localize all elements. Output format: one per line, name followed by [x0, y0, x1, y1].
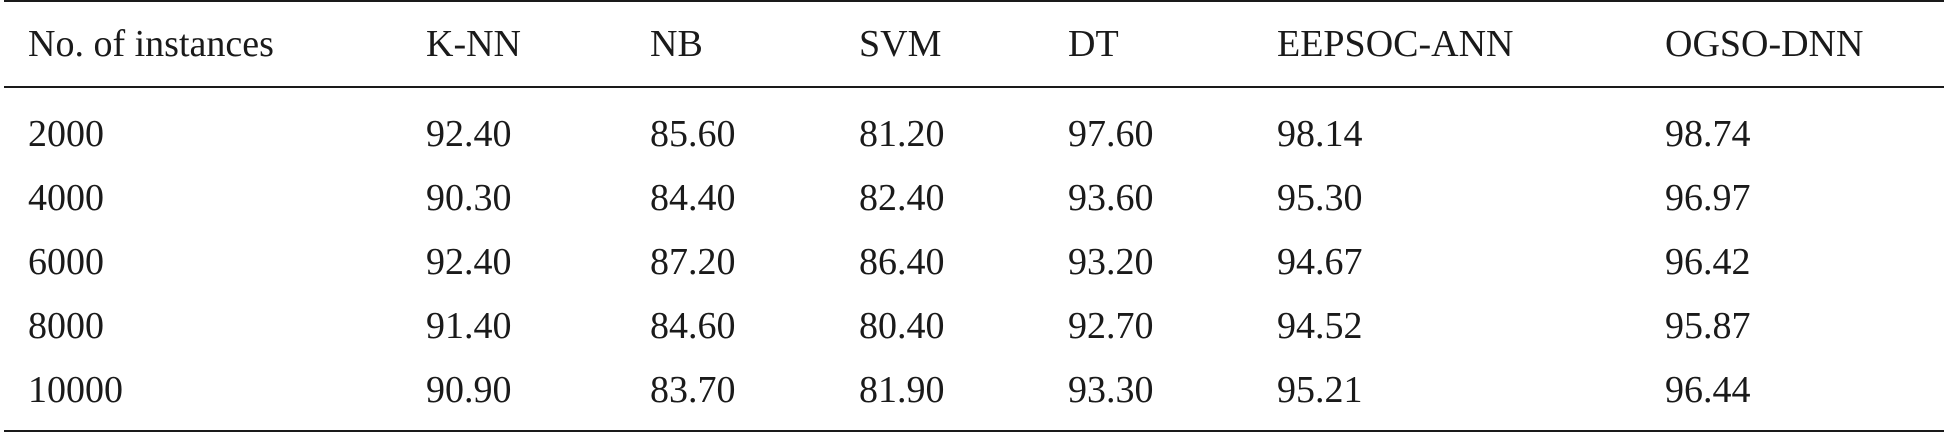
results-table-container: No. of instances K-NN NB SVM DT EEPSOC-A… [4, 0, 1944, 432]
cell-instances: 8000 [28, 305, 104, 347]
table-body: 2000 92.40 85.60 81.20 97.60 98.14 98.74… [4, 87, 1944, 431]
cell-ogso-dnn: 96.42 [1665, 241, 1751, 283]
header-knn: K-NN [426, 23, 521, 65]
cell-eepsoc-ann: 95.21 [1277, 369, 1363, 411]
table-row: 10000 90.90 83.70 81.90 93.30 95.21 96.4… [4, 358, 1944, 431]
header-dt: DT [1068, 23, 1119, 65]
cell-nb: 84.40 [650, 177, 736, 219]
header-eepsoc-ann: EEPSOC-ANN [1277, 23, 1514, 65]
cell-knn: 90.90 [426, 369, 512, 411]
table-header: No. of instances K-NN NB SVM DT EEPSOC-A… [4, 1, 1944, 87]
cell-eepsoc-ann: 94.67 [1277, 241, 1363, 283]
cell-nb: 87.20 [650, 241, 736, 283]
cell-svm: 80.40 [859, 305, 945, 347]
cell-knn: 90.30 [426, 177, 512, 219]
header-instances: No. of instances [28, 23, 274, 65]
cell-svm: 81.20 [859, 113, 945, 155]
cell-dt: 92.70 [1068, 305, 1154, 347]
cell-nb: 83.70 [650, 369, 736, 411]
cell-knn: 91.40 [426, 305, 512, 347]
cell-knn: 92.40 [426, 113, 512, 155]
cell-instances: 10000 [28, 369, 123, 411]
cell-instances: 2000 [28, 113, 104, 155]
results-table: No. of instances K-NN NB SVM DT EEPSOC-A… [4, 0, 1944, 432]
cell-dt: 97.60 [1068, 113, 1154, 155]
header-row: No. of instances K-NN NB SVM DT EEPSOC-A… [4, 1, 1944, 87]
cell-ogso-dnn: 95.87 [1665, 305, 1751, 347]
cell-ogso-dnn: 96.44 [1665, 369, 1751, 411]
cell-svm: 82.40 [859, 177, 945, 219]
cell-ogso-dnn: 96.97 [1665, 177, 1751, 219]
cell-instances: 6000 [28, 241, 104, 283]
header-svm: SVM [859, 23, 942, 65]
cell-eepsoc-ann: 98.14 [1277, 113, 1363, 155]
cell-dt: 93.20 [1068, 241, 1154, 283]
table-row: 2000 92.40 85.60 81.20 97.60 98.14 98.74 [4, 87, 1944, 166]
table-row: 8000 91.40 84.60 80.40 92.70 94.52 95.87 [4, 294, 1944, 358]
header-nb: NB [650, 23, 703, 65]
cell-knn: 92.40 [426, 241, 512, 283]
cell-instances: 4000 [28, 177, 104, 219]
header-ogso-dnn: OGSO-DNN [1665, 23, 1864, 65]
cell-eepsoc-ann: 95.30 [1277, 177, 1363, 219]
table-row: 4000 90.30 84.40 82.40 93.60 95.30 96.97 [4, 166, 1944, 230]
cell-dt: 93.60 [1068, 177, 1154, 219]
cell-eepsoc-ann: 94.52 [1277, 305, 1363, 347]
cell-svm: 81.90 [859, 369, 945, 411]
cell-svm: 86.40 [859, 241, 945, 283]
cell-dt: 93.30 [1068, 369, 1154, 411]
cell-ogso-dnn: 98.74 [1665, 113, 1751, 155]
cell-nb: 85.60 [650, 113, 736, 155]
table-row: 6000 92.40 87.20 86.40 93.20 94.67 96.42 [4, 230, 1944, 294]
cell-nb: 84.60 [650, 305, 736, 347]
